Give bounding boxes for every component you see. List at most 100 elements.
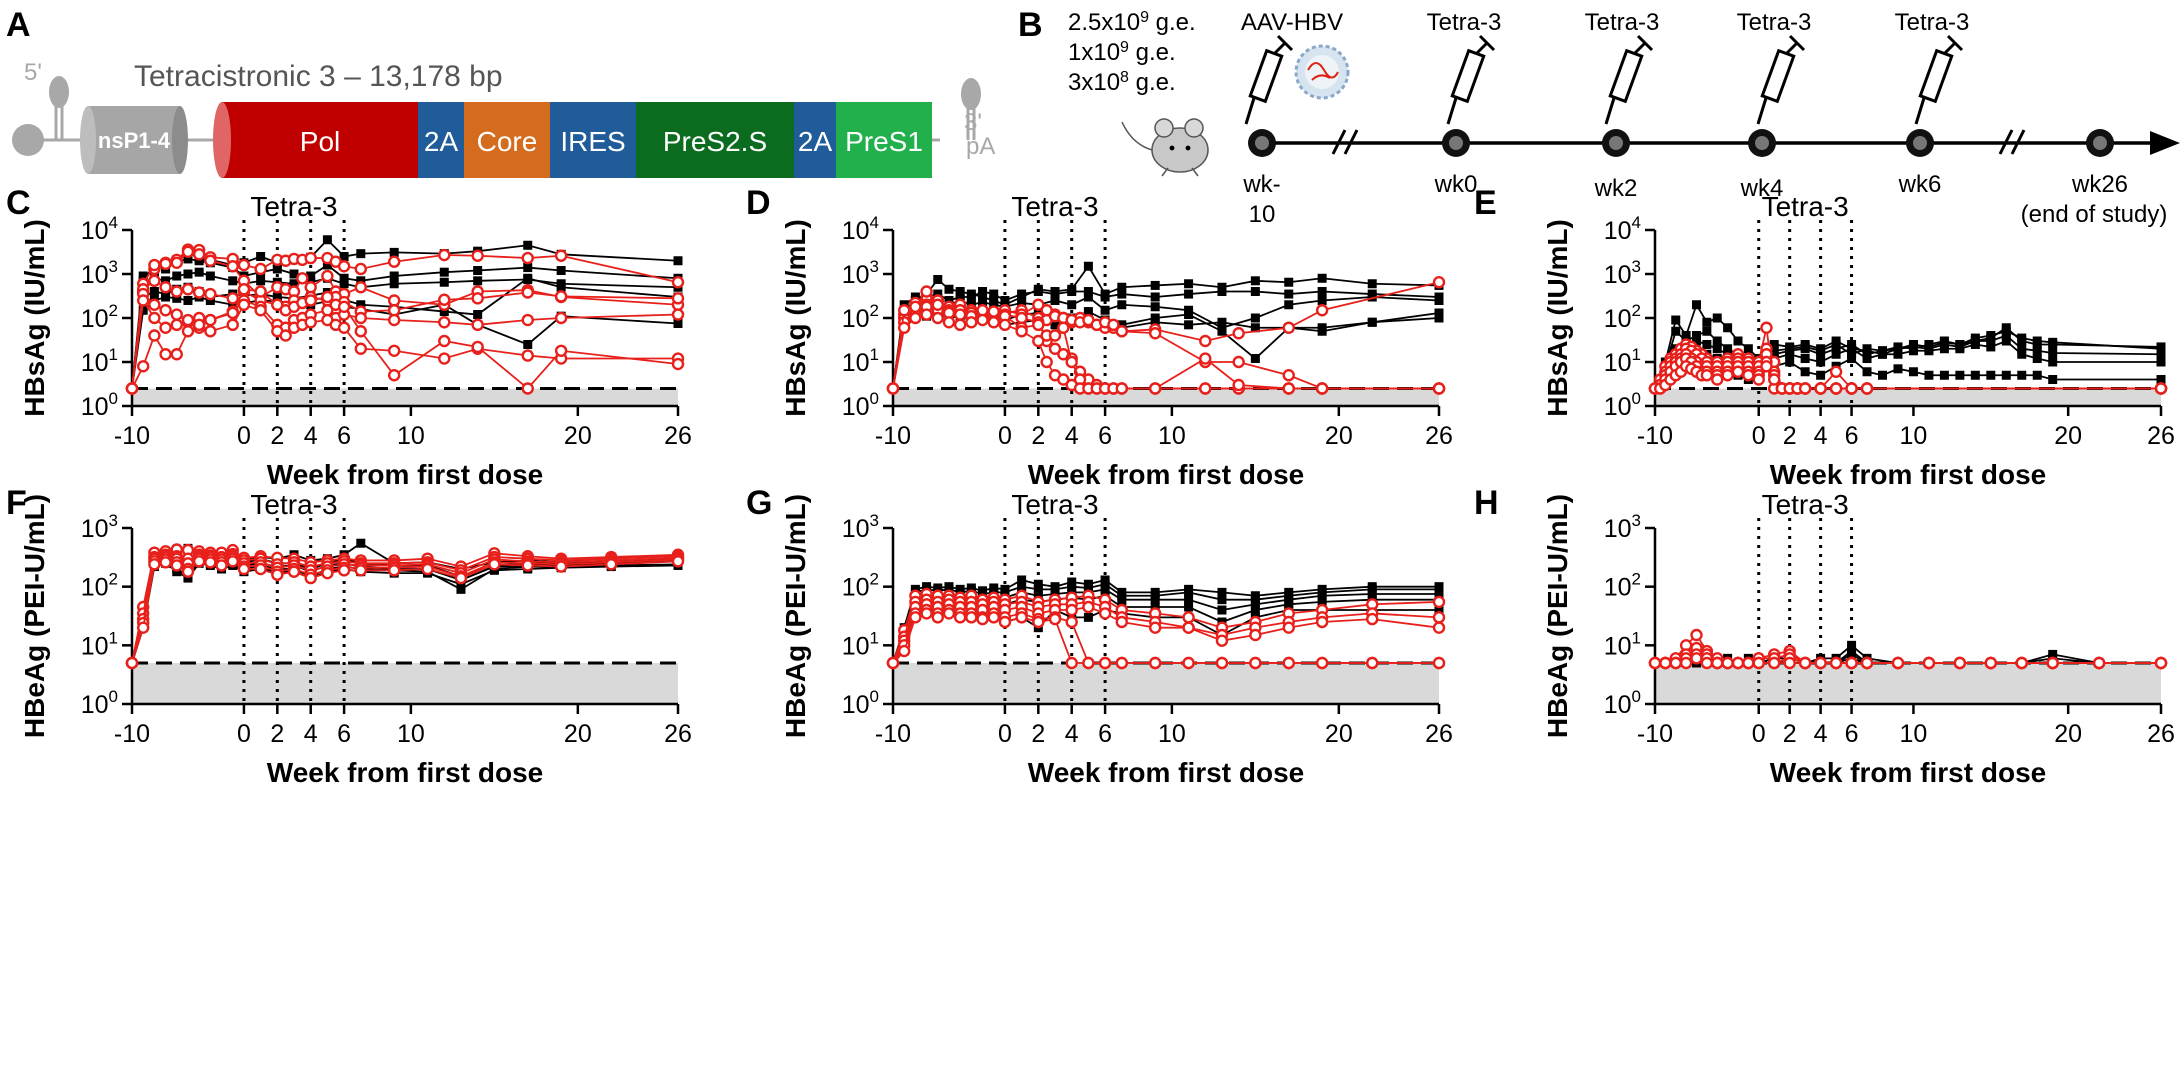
y-axis-title: HBsAg (IU/mL) — [1542, 219, 1573, 417]
data-point — [521, 313, 534, 327]
x-tick-label: 26 — [1425, 422, 1453, 450]
x-tick-label: 0 — [998, 720, 1012, 748]
data-point — [148, 311, 161, 325]
data-point — [1847, 344, 1857, 354]
panel-g: G 100 101 102 103 -10 0 2 4 6 10 20 26 Tetra-3 Week fr… — [746, 484, 1453, 788]
data-point — [1250, 354, 1260, 364]
data-point — [1250, 595, 1260, 605]
data-point — [1798, 382, 1812, 395]
data-point — [1284, 277, 1294, 287]
syringe-icon-wk2 — [1604, 34, 1654, 125]
data-point — [304, 316, 317, 329]
data-point — [1434, 584, 1444, 594]
data-point — [1015, 325, 1028, 338]
data-point — [159, 321, 172, 334]
data-point — [170, 308, 183, 321]
data-point — [321, 290, 334, 304]
x-axis-title: Week from first dose — [267, 459, 543, 490]
data-point — [454, 571, 468, 585]
x-tick-label: 6 — [1845, 720, 1859, 748]
data-point — [296, 272, 309, 285]
data-point — [1282, 321, 1295, 334]
data-point — [1083, 287, 1093, 297]
data-point — [1829, 382, 1843, 395]
x-tick-label: -10 — [1637, 720, 1673, 748]
data-point — [1148, 382, 1162, 395]
data-point — [1050, 584, 1060, 594]
syringe-icon-wk4 — [1756, 34, 1806, 125]
data-point — [1217, 317, 1227, 327]
panel-d-letter: D — [746, 184, 771, 222]
data-point — [170, 318, 183, 332]
y-axis-title: HBsAg (IU/mL) — [780, 219, 811, 417]
data-point — [554, 344, 568, 357]
data-point — [1432, 621, 1446, 634]
data-point — [1184, 310, 1194, 320]
data-point — [1814, 382, 1827, 395]
data-point — [2154, 382, 2168, 395]
data-point — [998, 615, 1012, 629]
x-tick-label: -10 — [875, 720, 911, 748]
data-point — [1829, 656, 1843, 670]
data-point — [1199, 382, 1212, 395]
y-tick-label: 103 — [842, 511, 879, 543]
data-point — [1115, 325, 1128, 338]
data-point — [148, 329, 161, 342]
series-treated — [886, 607, 1446, 670]
data-point — [1731, 656, 1745, 670]
data-point — [1893, 364, 1903, 374]
data-point — [2048, 357, 2058, 367]
data-point — [1082, 600, 1095, 614]
tetra-3-annotation: Tetra-3 — [250, 489, 337, 520]
y-tick-label: 103 — [81, 511, 118, 543]
x-tick-label: 10 — [397, 422, 425, 450]
y-tick-label: 101 — [1604, 345, 1641, 377]
data-point — [1040, 355, 1053, 369]
x-tick-label: 4 — [1065, 720, 1079, 748]
data-point — [2048, 348, 2058, 358]
tetra-3-annotation: Tetra-3 — [1011, 191, 1098, 222]
five-prime-label: 5' — [24, 59, 42, 86]
x-tick-label: 26 — [1425, 720, 1453, 748]
data-point — [909, 300, 922, 313]
data-point — [1282, 656, 1295, 670]
panel-f: F 100 101 102 103 -10 0 2 4 6 10 20 26 Tetra-3 Week fr… — [6, 484, 692, 788]
data-point — [194, 267, 204, 277]
x-tick-label: 0 — [237, 720, 251, 748]
dose-high: 2.5x109 g.e. — [1068, 9, 1196, 37]
data-point — [181, 325, 195, 338]
data-point — [1367, 584, 1377, 594]
event-label-wk6: Tetra-3 — [1895, 9, 1970, 36]
data-point — [2156, 357, 2166, 367]
data-point — [920, 285, 933, 298]
data-point — [1955, 370, 1965, 380]
data-point — [289, 279, 299, 289]
syringe-icon-wk0 — [1446, 34, 1496, 125]
data-point — [605, 558, 618, 571]
data-point — [931, 311, 944, 325]
data-point — [473, 266, 483, 276]
x-tick-label: 4 — [1814, 720, 1828, 748]
data-point — [1671, 315, 1681, 325]
series-treated — [1648, 652, 2168, 670]
data-point — [471, 292, 484, 305]
data-point — [181, 283, 195, 296]
data-point — [1065, 656, 1078, 670]
data-point — [237, 283, 251, 296]
data-point — [1712, 336, 1722, 346]
data-point — [159, 304, 172, 317]
data-point — [965, 316, 978, 329]
data-point — [1150, 317, 1160, 327]
x-tick-label: 0 — [998, 422, 1012, 450]
data-point — [1669, 656, 1682, 670]
y-tick-label: 104 — [81, 213, 118, 245]
data-point — [1148, 656, 1162, 670]
data-point — [183, 295, 193, 305]
data-point — [1148, 327, 1162, 340]
data-point — [933, 289, 943, 299]
data-point — [1315, 656, 1329, 670]
data-point — [1082, 656, 1095, 670]
data-point — [2032, 336, 2042, 346]
